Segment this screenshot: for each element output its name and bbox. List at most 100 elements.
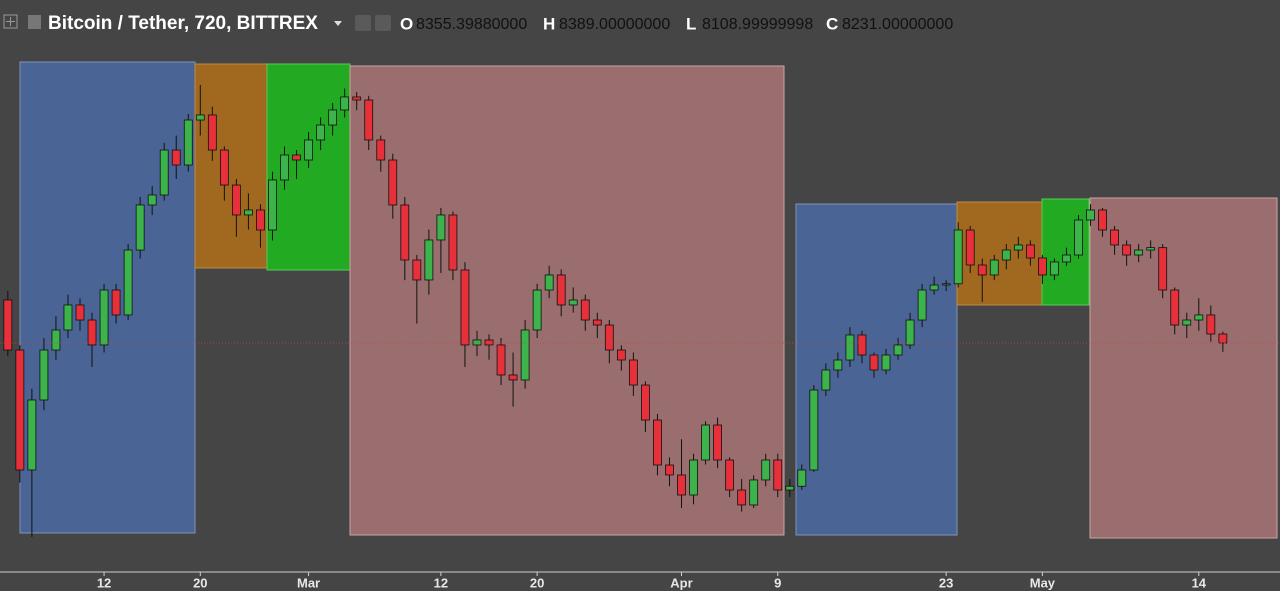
legend-value: 8231.00000000 — [842, 16, 953, 33]
header: Bitcoin / Tether, 720, BITTREX O 8355.398… — [3, 13, 953, 34]
candle-body — [1074, 219, 1083, 256]
candle-body — [809, 389, 819, 471]
candle-body — [641, 384, 650, 421]
candle-body — [460, 269, 470, 346]
dropdown-arrow[interactable] — [334, 21, 342, 26]
candle-body — [665, 464, 674, 476]
candle-body — [51, 329, 61, 351]
candle-body — [244, 209, 253, 216]
candles — [0, 84, 1280, 537]
ohlc-legend: O 8355.39880000 H 8389.00000000 L 8108.999999… — [400, 14, 953, 33]
candle-body — [520, 329, 530, 381]
candle-body — [941, 283, 951, 286]
candle-body — [436, 214, 446, 241]
candle-body — [881, 354, 891, 371]
candle-body — [39, 349, 49, 401]
candle-body — [965, 229, 975, 266]
candle-body — [268, 179, 277, 231]
candle-body — [857, 334, 867, 356]
candle-body — [977, 264, 987, 276]
zone — [1089, 197, 1278, 539]
zone — [349, 65, 785, 536]
candle-body — [1122, 244, 1132, 256]
candle-body — [1110, 229, 1119, 246]
candle-body — [304, 139, 313, 161]
candle-body — [1086, 209, 1095, 221]
candle-body — [195, 114, 205, 121]
candle-body — [1050, 261, 1059, 276]
candle-body — [1182, 319, 1192, 326]
candle-body — [544, 274, 554, 291]
legend-label: C — [826, 14, 838, 33]
candle-body — [412, 259, 422, 281]
candle-body — [773, 459, 783, 491]
candle-body — [1158, 247, 1168, 291]
candle-body — [27, 399, 37, 471]
legend-label: H — [543, 14, 555, 33]
candle-body — [1001, 249, 1011, 261]
candle-body — [292, 154, 301, 161]
candle-body — [797, 469, 807, 487]
settings-icon[interactable] — [355, 15, 371, 31]
x-tick-label: 20 — [530, 575, 544, 590]
candle-body — [628, 359, 638, 386]
candle-body — [917, 289, 927, 321]
candle-body — [677, 474, 686, 496]
candle-body — [256, 209, 265, 231]
candle-body — [568, 299, 578, 306]
candle-body — [472, 339, 482, 346]
candle-body — [63, 304, 73, 331]
candle-body — [147, 194, 157, 206]
candle-body — [1206, 314, 1216, 335]
candle-body — [761, 459, 771, 481]
candle-body — [592, 319, 602, 326]
candle-body — [15, 349, 25, 471]
legend-value: 8389.00000000 — [559, 16, 670, 33]
candle-body — [388, 159, 398, 206]
candle-body — [159, 149, 169, 196]
candle-body — [713, 424, 722, 461]
candle-body — [785, 485, 795, 491]
symbol-title[interactable]: Bitcoin / Tether, 720, BITTREX — [48, 13, 318, 34]
x-tick-label: 12 — [434, 575, 448, 590]
candle-body — [1098, 209, 1107, 231]
candle-body — [701, 424, 710, 461]
candle-body — [99, 289, 109, 346]
candle-body — [725, 459, 735, 491]
candle-body — [3, 299, 13, 351]
candle-body — [400, 204, 410, 261]
candle-body — [1038, 257, 1047, 276]
candle-body — [653, 419, 662, 466]
candle-body — [328, 109, 338, 126]
candle-body — [111, 289, 121, 316]
candle-body — [75, 304, 85, 321]
x-tick-label: 12 — [97, 575, 111, 590]
candle-body — [749, 479, 759, 506]
settings-icon[interactable] — [375, 15, 391, 31]
candle-body — [616, 349, 626, 361]
candle-body — [376, 139, 386, 161]
expand-icon[interactable] — [3, 14, 18, 29]
candle-body — [135, 204, 145, 251]
candle-body — [219, 149, 229, 186]
legend-label: O — [400, 14, 413, 33]
candle-body — [1170, 289, 1180, 326]
candle-body — [869, 354, 879, 371]
candle-body — [953, 229, 963, 285]
x-tick-label: 14 — [1192, 575, 1207, 590]
candle-body — [604, 324, 614, 351]
x-tick-label: Mar — [297, 575, 320, 590]
candle-body — [1218, 333, 1228, 344]
candle-body — [340, 96, 350, 111]
candle-body — [737, 489, 747, 506]
candle-body — [364, 99, 374, 141]
candle-body — [893, 344, 903, 356]
x-tick-label: May — [1030, 575, 1056, 590]
candle-body — [183, 119, 193, 166]
candle-body — [1194, 314, 1204, 321]
candle-body — [1146, 247, 1156, 251]
candle-body — [833, 359, 843, 371]
candle-body — [905, 319, 915, 346]
x-tick-label: 9 — [774, 575, 781, 590]
